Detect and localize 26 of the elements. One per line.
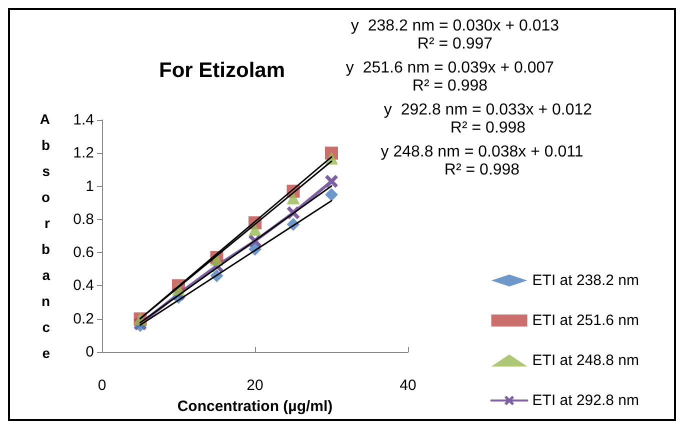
chart-title: For Etizolam xyxy=(158,59,286,82)
text: y 238.2 nm = 0.030x + 0.013 xyxy=(350,18,560,34)
y-tick-label: 1.2 xyxy=(73,144,94,162)
y-tick-label: 0.8 xyxy=(73,210,94,228)
y-tick-label: 1 xyxy=(86,178,94,195)
text: Absorbance xyxy=(40,111,50,361)
y-tick-label: 0.6 xyxy=(73,244,94,262)
text: y 292.8 nm = 0.033x + 0.012 xyxy=(384,102,592,118)
text: y 251.6 nm = 0.039x + 0.007 xyxy=(346,60,554,76)
y-tick-label: 0.2 xyxy=(73,310,94,328)
x-axis-title: Concentration (µg/ml) xyxy=(177,398,333,415)
text: R² = 0.998 xyxy=(450,120,526,136)
legend-label: ETI at 251.6 nm xyxy=(532,312,640,329)
text: R² = 0.998 xyxy=(444,162,520,178)
legend-label: ETI at 238.2 nm xyxy=(532,272,640,289)
legend-label: ETI at 248.8 nm xyxy=(532,352,640,369)
text: R² = 0.998 xyxy=(412,78,488,94)
y-tick-label: 0 xyxy=(86,344,94,360)
text: R² = 0.997 xyxy=(417,36,493,52)
x-tick-label: 20 xyxy=(246,377,264,394)
annotation: y 248.8 nm = 0.038x + 0.011 xyxy=(380,144,584,160)
legend-label: ETI at 292.8 nm xyxy=(532,392,640,409)
x-tick-label: 40 xyxy=(400,377,416,394)
x-tick-label: 0 xyxy=(98,377,106,394)
y-tick-label: 1.4 xyxy=(73,112,94,128)
y-tick-label: 0.4 xyxy=(73,277,94,294)
